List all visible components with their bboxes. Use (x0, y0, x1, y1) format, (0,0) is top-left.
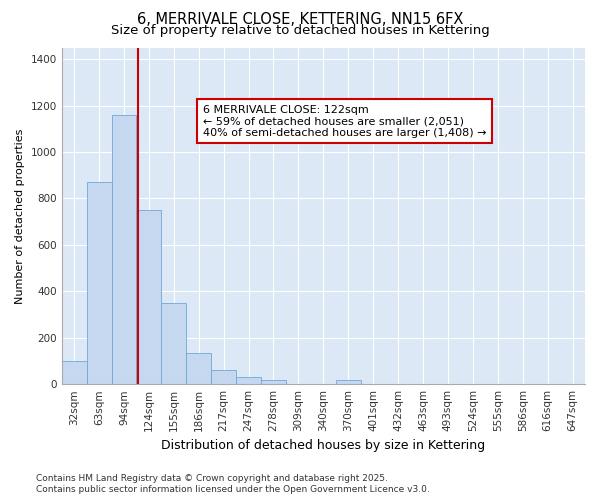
X-axis label: Distribution of detached houses by size in Kettering: Distribution of detached houses by size … (161, 440, 485, 452)
Bar (112, 115, 136, 384)
Text: Size of property relative to detached houses in Kettering: Size of property relative to detached ho… (110, 24, 490, 37)
Text: Contains HM Land Registry data © Crown copyright and database right 2025.
Contai: Contains HM Land Registry data © Crown c… (36, 474, 430, 494)
Bar (86, 182, 112, 384)
Text: 6, MERRIVALE CLOSE, KETTERING, NN15 6FX: 6, MERRIVALE CLOSE, KETTERING, NN15 6FX (137, 12, 463, 28)
Bar (161, 303, 186, 384)
Bar (136, 210, 161, 384)
Bar (211, 370, 236, 384)
Text: 6 MERRIVALE CLOSE: 122sqm
← 59% of detached houses are smaller (2,051)
40% of se: 6 MERRIVALE CLOSE: 122sqm ← 59% of detac… (203, 104, 487, 138)
Bar (236, 377, 261, 384)
Bar (62, 361, 86, 384)
Bar (261, 380, 286, 384)
Bar (336, 380, 361, 384)
Bar (186, 353, 211, 384)
Y-axis label: Number of detached properties: Number of detached properties (15, 128, 25, 304)
